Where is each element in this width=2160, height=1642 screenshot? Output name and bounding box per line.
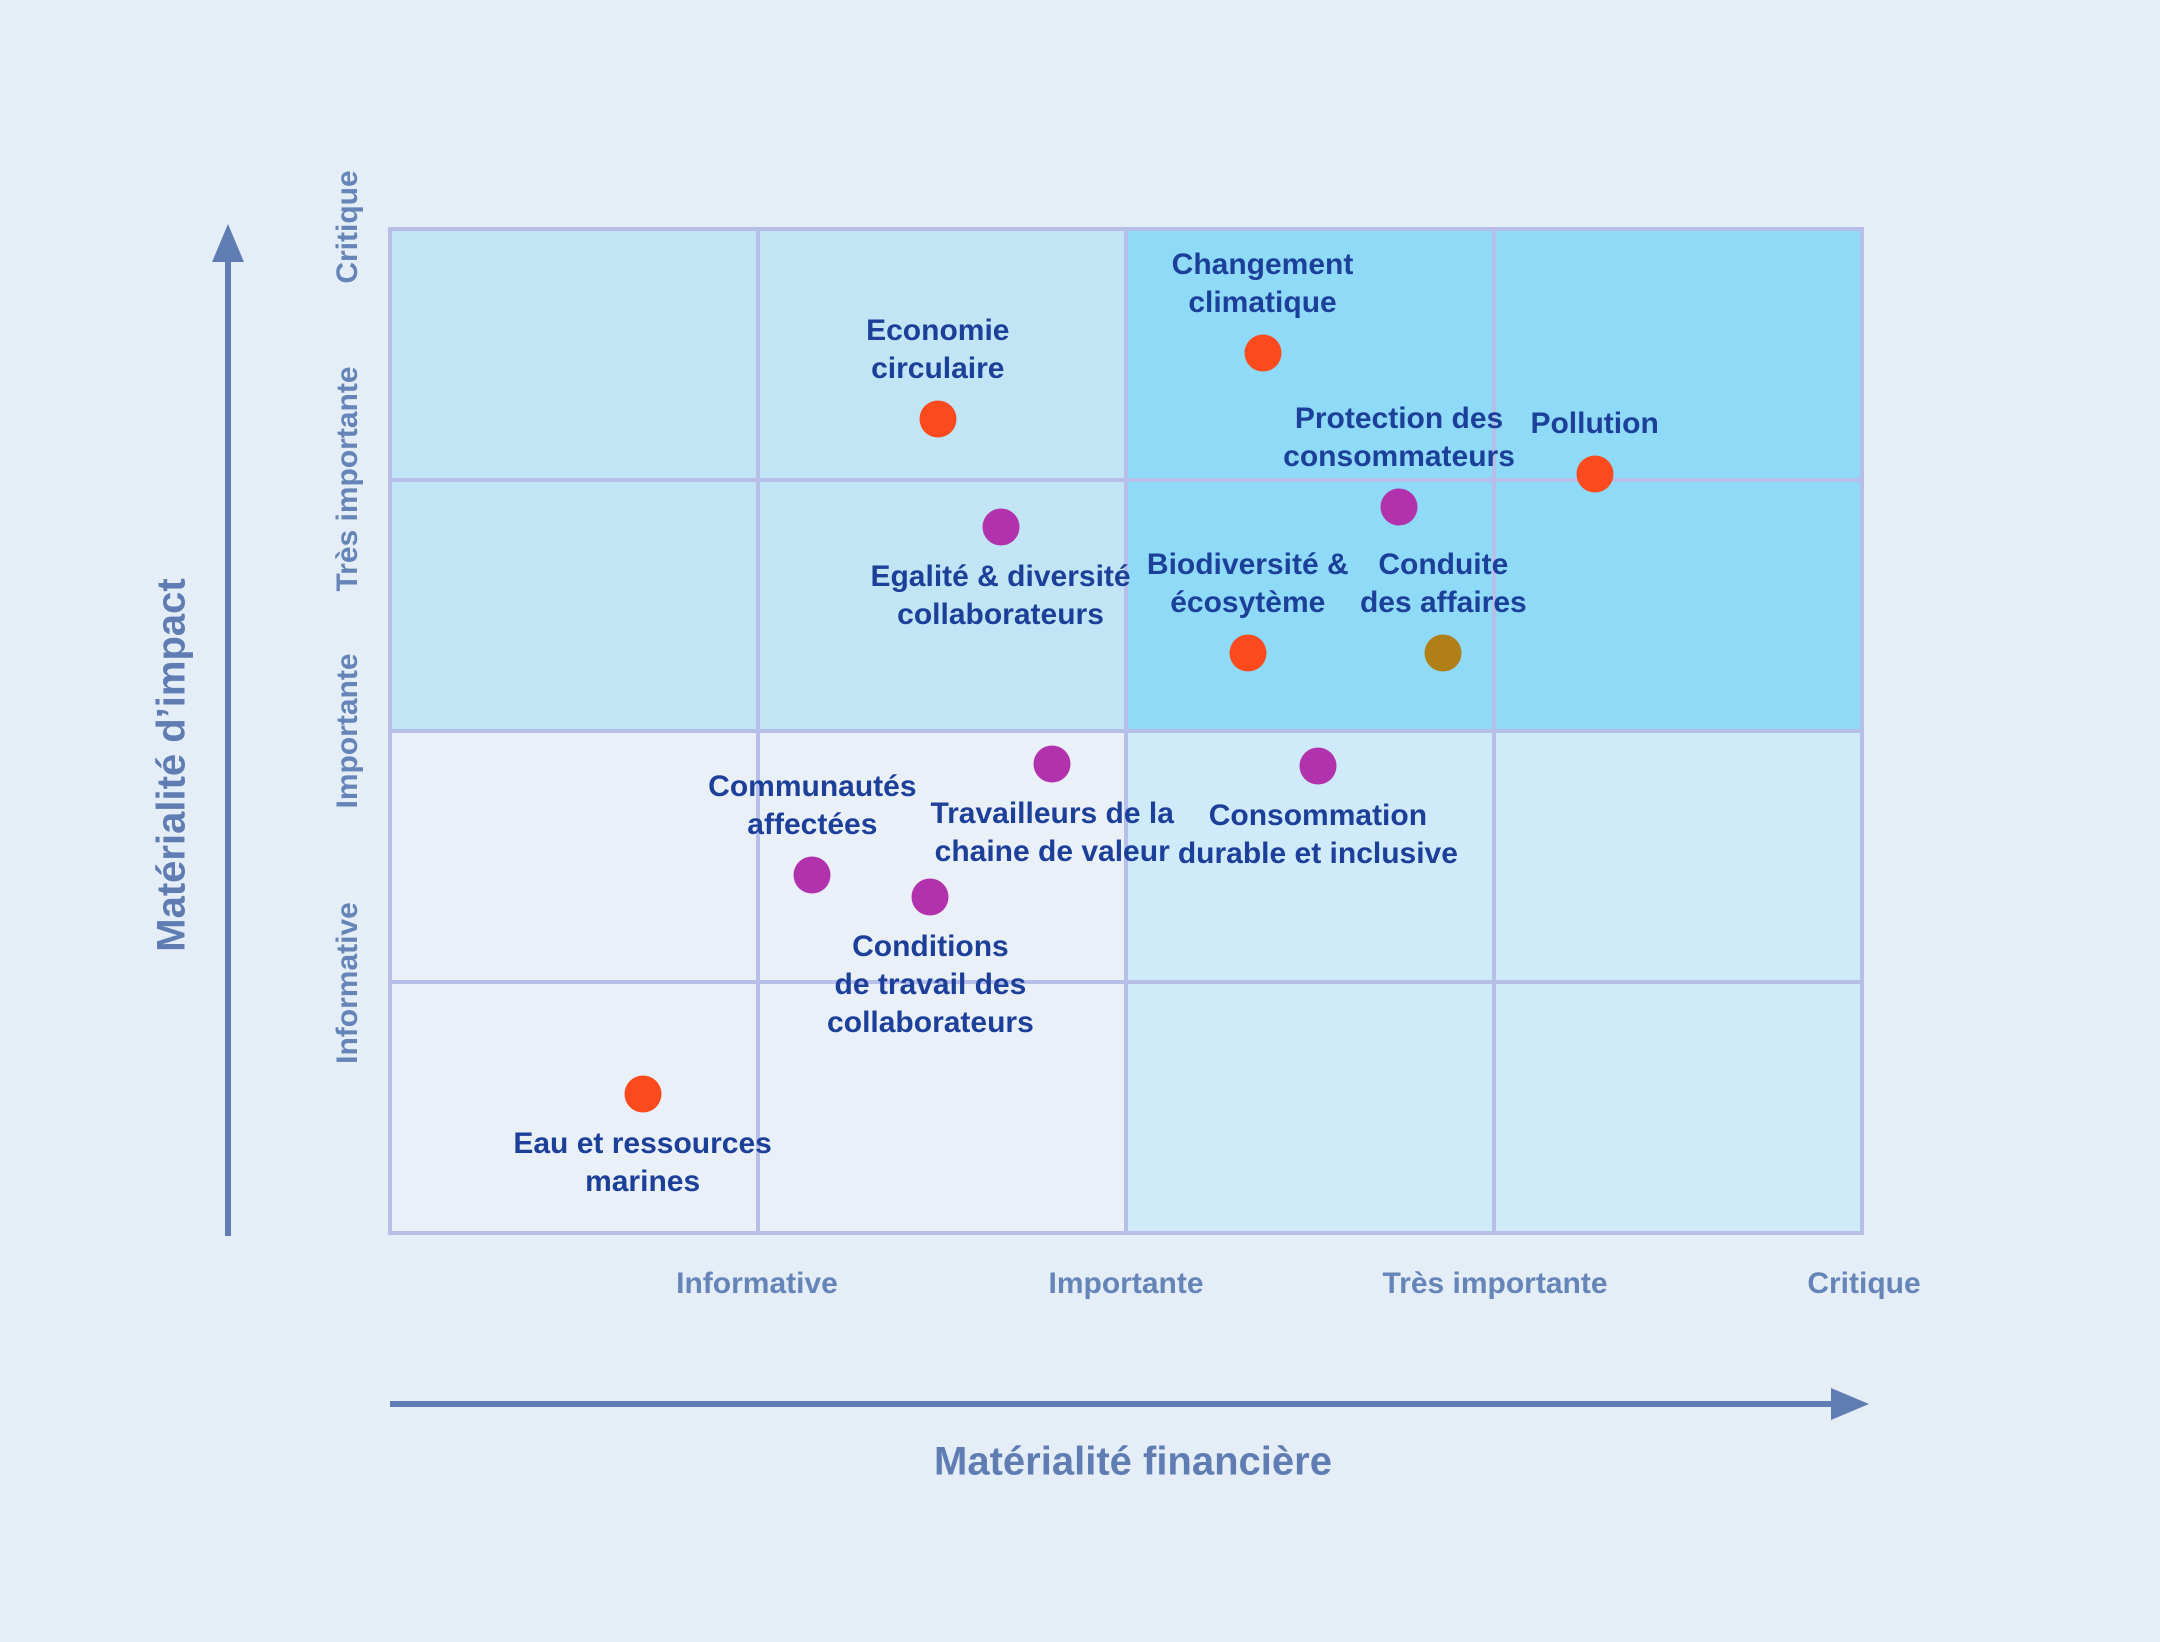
- matrix-point-label: Conditions de travail des collaborateurs: [827, 930, 1034, 1040]
- matrix-point-dot: [1576, 455, 1614, 493]
- x-tick-label: Importante: [1048, 1267, 1204, 1300]
- matrix-point-dot: [1229, 634, 1267, 672]
- matrix-point-label: Pollution: [1530, 406, 1659, 440]
- matrix-cell: [1496, 733, 1860, 980]
- x-axis-arrow-head-icon: [1831, 1388, 1869, 1420]
- matrix-cell: [760, 482, 1124, 729]
- matrix-point-dot: [624, 1075, 662, 1113]
- matrix-cell: [392, 231, 756, 478]
- x-tick-label: Critique: [1807, 1267, 1921, 1300]
- matrix-point-label: Egalité & diversité collaborateurs: [870, 559, 1131, 631]
- matrix-point-dot: [793, 856, 831, 894]
- matrix-cell: [392, 984, 756, 1231]
- y-tick-label: Informative: [331, 902, 364, 1064]
- matrix-point-dot: [982, 508, 1020, 546]
- materiality-matrix-grid: [388, 227, 1864, 1235]
- matrix-point-label: Consommation durable et inclusive: [1177, 799, 1458, 871]
- x-axis-title: Matérialité financière: [934, 1439, 1332, 1484]
- matrix-point-dot: [1380, 488, 1418, 526]
- y-axis-arrow-shaft: [225, 260, 231, 1236]
- matrix-point-label: Changement climatique: [1171, 248, 1354, 319]
- matrix-point-label: Communautés affectées: [708, 769, 917, 841]
- matrix-cell: [1496, 984, 1860, 1231]
- matrix-point-label: Conduite des affaires: [1359, 547, 1527, 619]
- matrix-point-dot: [1299, 747, 1337, 785]
- matrix-point-dot: [1033, 745, 1071, 783]
- matrix-point-dot: [919, 400, 957, 438]
- matrix-cell: [1496, 231, 1860, 478]
- x-tick-label: Très importante: [1382, 1267, 1608, 1300]
- x-axis-arrow-shaft: [390, 1401, 1832, 1407]
- matrix-cell: [760, 984, 1124, 1231]
- matrix-point-label: Biodiversité & écosytème: [1146, 547, 1349, 619]
- y-tick-label: Très importante: [331, 366, 364, 592]
- matrix-cell: [760, 231, 1124, 478]
- y-tick-label: Importante: [331, 653, 364, 809]
- matrix-point-label: Travailleurs de la chaine de valeur: [930, 796, 1174, 868]
- matrix-point-dot: [911, 878, 949, 916]
- matrix-point-dot: [1244, 334, 1282, 372]
- matrix-cell: [392, 482, 756, 729]
- y-axis-arrow-head-icon: [212, 224, 244, 262]
- matrix-cell: [1496, 482, 1860, 729]
- matrix-point-dot: [1424, 634, 1462, 672]
- y-tick-label: Critique: [331, 170, 364, 284]
- x-tick-label: Informative: [676, 1267, 838, 1300]
- matrix-cell: [1128, 482, 1492, 729]
- y-axis-title: Matérialité d’impact: [149, 578, 194, 952]
- matrix-point-label: Protection des consommateurs: [1283, 401, 1515, 473]
- matrix-cell: [1128, 231, 1492, 478]
- matrix-cell: [1128, 984, 1492, 1231]
- matrix-point-label: Economie circulaire: [866, 313, 1010, 385]
- matrix-point-label: Eau et ressources marines: [513, 1126, 772, 1198]
- matrix-cell: [392, 733, 756, 980]
